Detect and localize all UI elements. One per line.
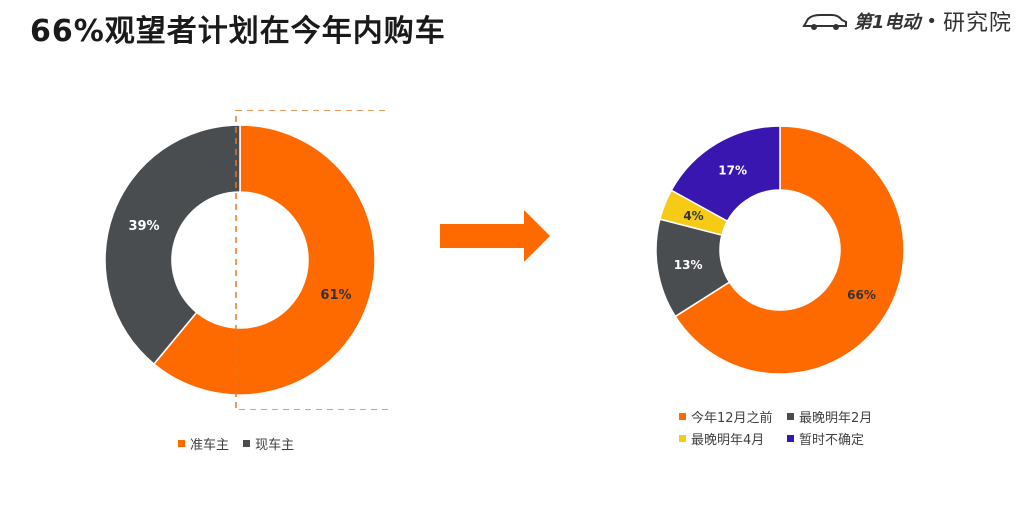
legend-item: 暂时不确定 xyxy=(787,427,905,449)
legend-label: 今年12月之前 xyxy=(691,410,773,426)
donut-data-label: 4% xyxy=(683,209,703,223)
legend-label: 现车主 xyxy=(255,437,295,453)
legend-label: 暂时不确定 xyxy=(799,432,865,448)
right-arrow-icon xyxy=(440,210,550,262)
legend-swatch xyxy=(679,434,686,442)
donut-data-label: 17% xyxy=(718,163,747,177)
owner-type-legend: 准车主 现车主 xyxy=(178,432,304,454)
donut-data-label: 61% xyxy=(320,288,351,303)
highlight-dashed-box xyxy=(235,110,390,410)
legend-label: 准车主 xyxy=(190,437,230,453)
legend-swatch xyxy=(787,434,794,442)
legend-item: 最晚明年4月 xyxy=(679,427,787,449)
legend-item: 最晚明年2月 xyxy=(787,405,905,427)
purchase-timing-legend: 今年12月之前 最晚明年2月 最晚明年4月 暂时不确定 xyxy=(679,405,909,449)
logo-subtitle: 研究院 xyxy=(942,11,1012,36)
donut-slice xyxy=(152,124,376,396)
legend-item: 今年12月之前 xyxy=(679,405,787,427)
donut-data-label: 13% xyxy=(674,258,703,272)
brand-logo: 第1电动 • 研究院 xyxy=(802,4,1012,38)
donut-slice xyxy=(674,125,905,375)
page-title: 66%观望者计划在今年内购车 xyxy=(30,14,446,49)
legend-swatch xyxy=(787,412,794,420)
legend-label: 最晚明年4月 xyxy=(691,432,765,448)
legend-item: 现车主 xyxy=(243,432,294,454)
donut-slice xyxy=(104,124,241,366)
logo-brand-text: 第1电动 xyxy=(853,12,921,33)
donut-slice xyxy=(670,125,781,223)
car-icon xyxy=(802,14,847,30)
legend-swatch xyxy=(243,439,251,447)
owner-type-donut-chart: 61% 39% xyxy=(104,110,390,410)
logo-separator: • xyxy=(926,10,937,32)
legend-swatch xyxy=(178,439,185,447)
donut-data-label: 66% xyxy=(847,288,876,302)
legend-swatch xyxy=(679,412,686,420)
donut-data-label: 39% xyxy=(128,219,159,234)
legend-label: 最晚明年2月 xyxy=(799,410,873,426)
purchase-timing-donut-chart: 66% 13% 4% 17% xyxy=(655,125,905,375)
legend-item: 准车主 xyxy=(178,432,229,454)
